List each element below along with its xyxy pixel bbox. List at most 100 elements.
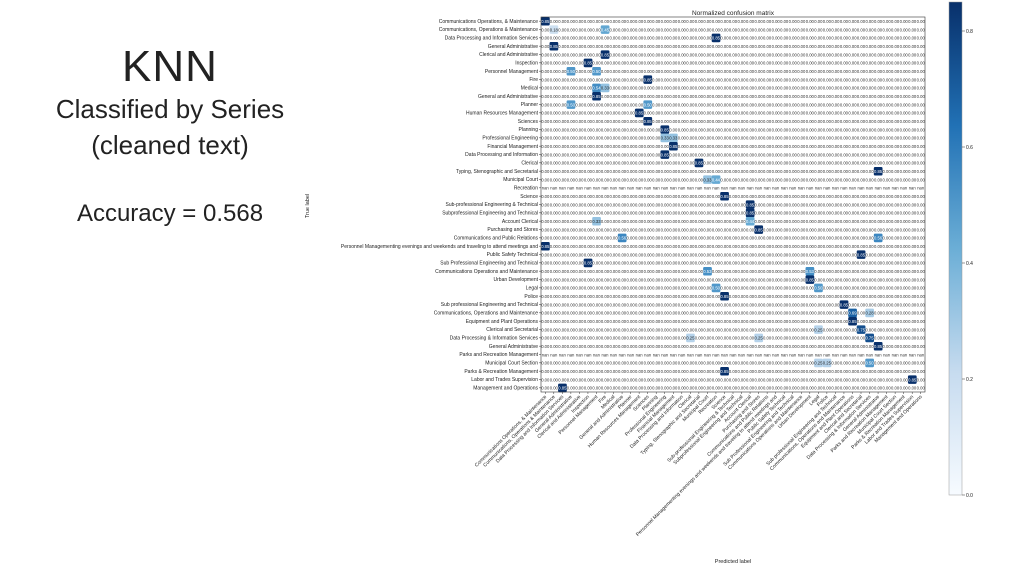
cell-zero-label: 0.00 — [584, 202, 593, 207]
cell-zero-label: 0.00 — [669, 344, 678, 349]
cell-zero-label: 0.00 — [695, 302, 704, 307]
cell-zero-label: 0.00 — [848, 269, 857, 274]
cell-zero-label: 0.00 — [789, 86, 798, 91]
cell-nan-label: nan — [542, 352, 550, 357]
cell-nan-label: nan — [909, 186, 917, 191]
cell-zero-label: 0.00 — [789, 261, 798, 266]
cell-zero-label: 0.00 — [755, 19, 764, 24]
cell-zero-label: 0.00 — [737, 302, 746, 307]
cell-zero-label: 0.00 — [831, 44, 840, 49]
cell-zero-label: 0.00 — [558, 44, 567, 49]
cell-zero-label: 0.00 — [729, 361, 738, 366]
cell-zero-label: 0.00 — [848, 386, 857, 391]
cell-zero-label: 0.00 — [755, 36, 764, 41]
cell-zero-label: 0.00 — [550, 361, 559, 366]
cell-value-label: 0.18 — [550, 27, 559, 32]
cell-zero-label: 0.00 — [644, 202, 653, 207]
cell-zero-label: 0.00 — [703, 219, 712, 224]
cell-zero-label: 0.00 — [652, 219, 661, 224]
cell-zero-label: 0.00 — [678, 252, 687, 257]
cell-nan-label: nan — [550, 352, 558, 357]
cell-zero-label: 0.00 — [814, 319, 823, 324]
cell-zero-label: 0.00 — [763, 86, 772, 91]
cell-zero-label: 0.00 — [908, 219, 917, 224]
cell-zero-label: 0.00 — [900, 269, 909, 274]
cell-zero-label: 0.00 — [908, 302, 917, 307]
cell-zero-label: 0.00 — [900, 61, 909, 66]
cell-zero-label: 0.00 — [712, 344, 721, 349]
cell-zero-label: 0.00 — [644, 369, 653, 374]
cell-nan-label: nan — [917, 186, 925, 191]
cell-zero-label: 0.00 — [644, 311, 653, 316]
cell-zero-label: 0.00 — [823, 327, 832, 332]
cell-zero-label: 0.00 — [703, 236, 712, 241]
cell-zero-label: 0.00 — [848, 119, 857, 124]
cell-zero-label: 0.00 — [917, 236, 926, 241]
cell-zero-label: 0.00 — [729, 236, 738, 241]
cell-zero-label: 0.00 — [618, 44, 627, 49]
cell-zero-label: 0.00 — [755, 169, 764, 174]
cell-zero-label: 0.00 — [729, 136, 738, 141]
cell-zero-label: 0.00 — [908, 136, 917, 141]
cell-value-label: 0.85 — [541, 244, 550, 249]
cell-nan-label: nan — [730, 352, 738, 357]
cell-nan-label: nan — [610, 186, 618, 191]
cell-zero-label: 0.00 — [627, 302, 636, 307]
y-tick-label: Data Processing & Information Services — [450, 335, 539, 341]
cell-zero-label: 0.00 — [618, 311, 627, 316]
cell-zero-label: 0.00 — [592, 169, 601, 174]
cell-zero-label: 0.00 — [908, 144, 917, 149]
cell-zero-label: 0.00 — [720, 69, 729, 74]
cell-zero-label: 0.00 — [763, 136, 772, 141]
cell-zero-label: 0.00 — [661, 77, 670, 82]
cell-zero-label: 0.00 — [917, 219, 926, 224]
cell-zero-label: 0.00 — [703, 194, 712, 199]
cell-zero-label: 0.00 — [695, 102, 704, 107]
cell-zero-label: 0.00 — [789, 61, 798, 66]
cell-zero-label: 0.00 — [703, 244, 712, 249]
cell-value-label: 0.53 — [806, 269, 815, 274]
cell-zero-label: 0.00 — [823, 319, 832, 324]
cell-zero-label: 0.00 — [883, 269, 892, 274]
cell-nan-label: nan — [849, 186, 857, 191]
cell-zero-label: 0.00 — [814, 344, 823, 349]
cell-zero-label: 0.00 — [541, 136, 550, 141]
cell-zero-label: 0.00 — [865, 277, 874, 282]
cell-zero-label: 0.00 — [823, 269, 832, 274]
cell-zero-label: 0.00 — [874, 86, 883, 91]
cell-zero-label: 0.00 — [746, 294, 755, 299]
cell-zero-label: 0.00 — [780, 277, 789, 282]
cell-zero-label: 0.00 — [627, 69, 636, 74]
cell-zero-label: 0.00 — [848, 102, 857, 107]
cell-nan-label: nan — [832, 186, 840, 191]
cell-zero-label: 0.00 — [831, 111, 840, 116]
cell-zero-label: 0.00 — [661, 19, 670, 24]
cell-zero-label: 0.00 — [840, 236, 849, 241]
cell-zero-label: 0.00 — [780, 27, 789, 32]
cell-zero-label: 0.00 — [763, 19, 772, 24]
cell-zero-label: 0.00 — [601, 219, 610, 224]
cell-zero-label: 0.00 — [729, 294, 738, 299]
cell-zero-label: 0.00 — [883, 69, 892, 74]
matrix-cell — [703, 175, 712, 184]
cell-zero-label: 0.00 — [712, 52, 721, 57]
cell-zero-label: 0.00 — [652, 36, 661, 41]
cell-zero-label: 0.00 — [900, 161, 909, 166]
cell-zero-label: 0.00 — [746, 244, 755, 249]
cell-value-label: 0.54 — [592, 86, 601, 91]
cell-zero-label: 0.00 — [755, 219, 764, 224]
cell-nan-label: nan — [721, 352, 729, 357]
cell-zero-label: 0.00 — [567, 286, 576, 291]
cell-zero-label: 0.00 — [780, 19, 789, 24]
cell-zero-label: 0.00 — [686, 44, 695, 49]
cell-zero-label: 0.00 — [797, 211, 806, 216]
cell-zero-label: 0.00 — [635, 119, 644, 124]
cell-zero-label: 0.00 — [780, 269, 789, 274]
cell-zero-label: 0.00 — [883, 369, 892, 374]
cell-zero-label: 0.00 — [772, 377, 781, 382]
cell-zero-label: 0.00 — [575, 194, 584, 199]
cell-zero-label: 0.00 — [780, 127, 789, 132]
cell-zero-label: 0.00 — [558, 152, 567, 157]
cell-zero-label: 0.00 — [669, 161, 678, 166]
cell-zero-label: 0.00 — [831, 102, 840, 107]
